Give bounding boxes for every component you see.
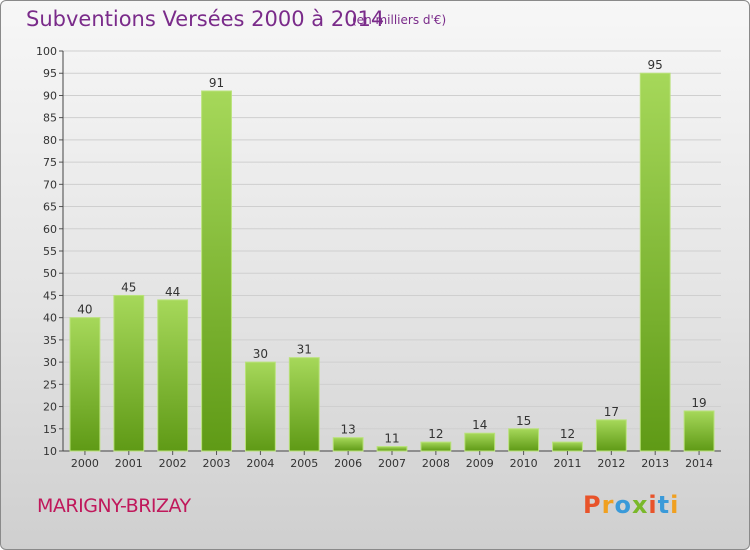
bar-value-label: 12: [560, 427, 575, 441]
bar: [464, 432, 496, 452]
bar: [157, 299, 189, 452]
x-tick-label: 2012: [597, 457, 625, 470]
y-tick-label: 75: [43, 156, 57, 169]
y-tick-label: 90: [43, 89, 57, 102]
bar: [552, 441, 583, 452]
bar: [288, 357, 320, 452]
bar: [244, 361, 276, 452]
bar-value-label: 31: [297, 343, 312, 357]
y-tick-label: 55: [43, 245, 57, 258]
x-tick-label: 2002: [159, 457, 187, 470]
y-tick-label: 70: [43, 178, 57, 191]
y-tick-label: 60: [43, 223, 57, 236]
y-tick-label: 85: [43, 112, 57, 125]
x-tick-label: 2005: [290, 457, 318, 470]
y-tick-label: 10: [43, 445, 57, 458]
x-tick-label: 2010: [510, 457, 538, 470]
y-tick-label: 40: [43, 312, 57, 325]
bar: [683, 410, 715, 452]
bar-value-label: 17: [604, 405, 619, 419]
proxiti-logo[interactable]: Proxiti: [583, 491, 679, 519]
x-tick-label: 2007: [378, 457, 406, 470]
bar-value-label: 91: [209, 76, 224, 90]
chart-subtitle: (en milliers d'€): [352, 13, 447, 27]
x-tick-label: 2013: [641, 457, 669, 470]
bar-value-label: 19: [691, 396, 706, 410]
x-tick-label: 2009: [466, 457, 494, 470]
x-tick-label: 2000: [71, 457, 99, 470]
bar: [113, 294, 145, 452]
bar: [201, 90, 232, 452]
logo-letter: r: [601, 491, 615, 519]
logo-letter: o: [614, 491, 632, 519]
x-tick-label: 2003: [203, 457, 231, 470]
bar: [508, 428, 540, 452]
x-tick-label: 2008: [422, 457, 450, 470]
bar: [376, 446, 408, 452]
bar: [420, 441, 452, 452]
bar-value-label: 13: [340, 423, 355, 437]
bar: [332, 437, 364, 452]
y-tick-label: 20: [43, 401, 57, 414]
y-tick-label: 15: [43, 423, 57, 436]
bar: [595, 419, 627, 452]
bar: [69, 317, 101, 452]
bar-value-label: 45: [121, 280, 136, 294]
x-tick-label: 2011: [553, 457, 581, 470]
y-tick-label: 50: [43, 267, 57, 280]
bar-value-label: 40: [77, 303, 92, 317]
y-tick-label: 45: [43, 289, 57, 302]
bar-value-label: 12: [428, 427, 443, 441]
y-tick-label: 30: [43, 356, 57, 369]
y-tick-label: 35: [43, 334, 57, 347]
bar-value-label: 30: [253, 347, 268, 361]
logo-letter: i: [670, 491, 680, 519]
bar-value-label: 15: [516, 414, 531, 428]
logo-letter: P: [583, 491, 602, 519]
commune-name: MARIGNY-BRIZAY: [37, 495, 191, 517]
chart-title: Subventions Versées 2000 à 2014: [26, 7, 385, 31]
y-tick-label: 100: [36, 45, 57, 58]
bar-value-label: 14: [472, 418, 487, 432]
x-tick-label: 2006: [334, 457, 362, 470]
x-tick-label: 2001: [115, 457, 143, 470]
x-tick-label: 2014: [685, 457, 713, 470]
logo-letter: t: [657, 491, 671, 519]
bar-value-label: 95: [648, 58, 663, 72]
logo-letter: x: [631, 491, 649, 519]
x-tick-label: 2004: [246, 457, 274, 470]
y-tick-label: 95: [43, 67, 57, 80]
bar-value-label: 44: [165, 285, 180, 299]
bar: [639, 72, 671, 452]
bar-value-label: 11: [384, 432, 399, 446]
y-tick-label: 80: [43, 134, 57, 147]
logo-letter: i: [648, 491, 658, 519]
y-tick-label: 65: [43, 201, 57, 214]
y-tick-label: 25: [43, 378, 57, 391]
